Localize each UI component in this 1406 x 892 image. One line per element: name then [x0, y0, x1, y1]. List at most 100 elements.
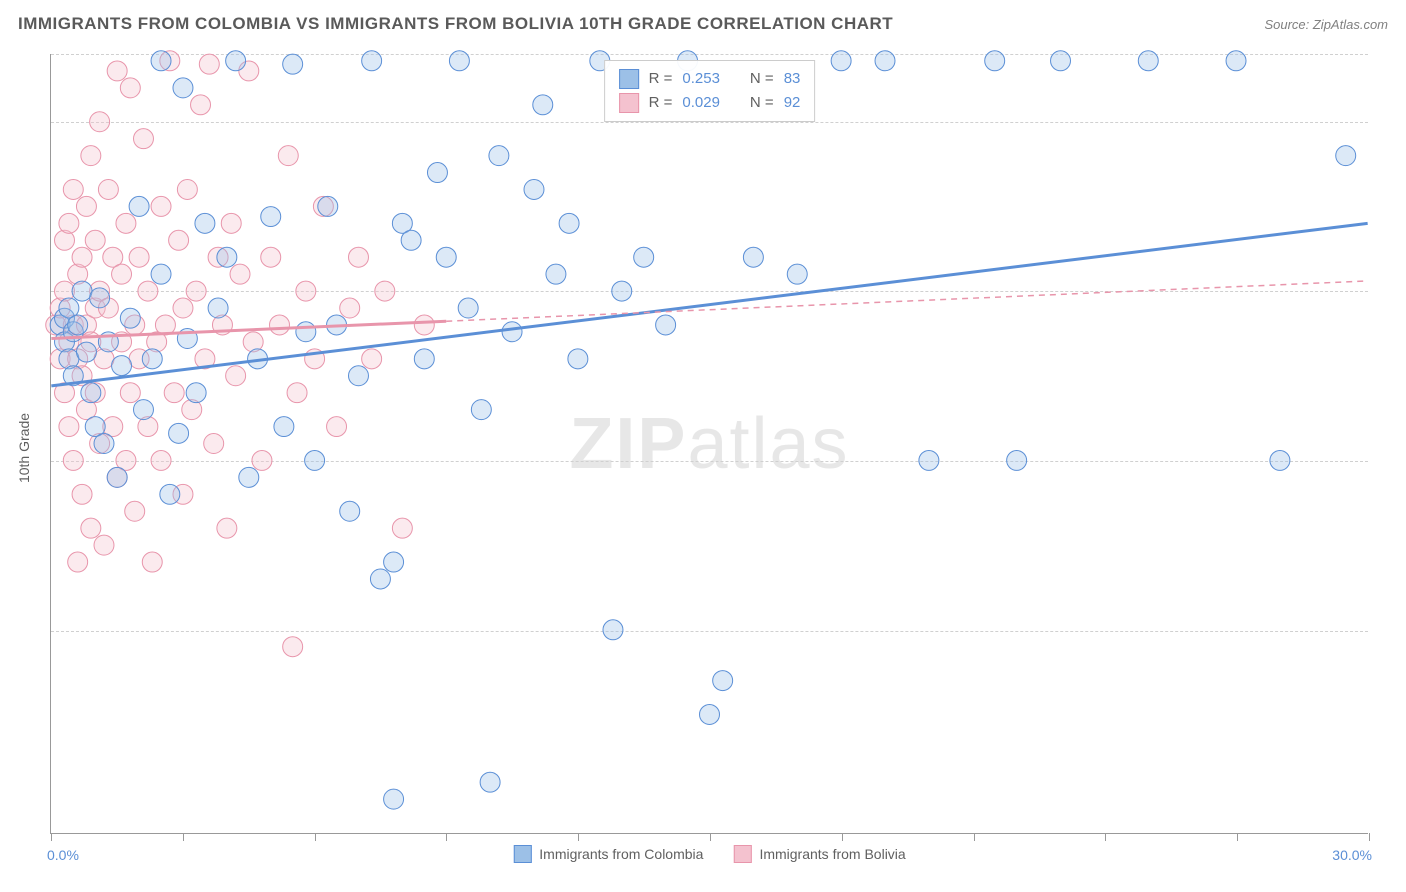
data-point-colombia [81, 383, 101, 403]
data-point-bolivia [173, 298, 193, 318]
data-point-colombia [261, 207, 281, 227]
chart-plot-area: ZIPatlas R = 0.253 N = 83 R = 0.029 N = … [50, 54, 1368, 834]
data-point-colombia [68, 315, 88, 335]
data-point-bolivia [217, 518, 237, 538]
data-point-colombia [112, 356, 132, 376]
data-point-colombia [72, 281, 92, 301]
legend-swatch-bolivia [619, 93, 639, 113]
legend-item-bolivia: Immigrants from Bolivia [733, 845, 905, 863]
data-point-bolivia [76, 196, 96, 216]
data-point-bolivia [340, 298, 360, 318]
data-point-bolivia [116, 213, 136, 233]
data-point-colombia [471, 400, 491, 420]
data-point-colombia [449, 51, 469, 71]
data-point-colombia [173, 78, 193, 98]
data-point-colombia [94, 434, 114, 454]
data-point-bolivia [261, 247, 281, 267]
data-point-colombia [919, 450, 939, 470]
legend-n-label: N = [750, 67, 774, 91]
data-point-colombia [90, 288, 110, 308]
data-point-bolivia [120, 383, 140, 403]
x-max-label: 30.0% [1332, 847, 1372, 863]
data-point-bolivia [81, 146, 101, 166]
data-point-bolivia [375, 281, 395, 301]
legend-r-label: R = [649, 67, 673, 91]
data-point-colombia [348, 366, 368, 386]
data-point-bolivia [151, 196, 171, 216]
data-point-bolivia [94, 535, 114, 555]
data-point-bolivia [138, 281, 158, 301]
chart-title: IMMIGRANTS FROM COLOMBIA VS IMMIGRANTS F… [18, 14, 893, 34]
data-point-bolivia [72, 484, 92, 504]
data-point-colombia [831, 51, 851, 71]
data-point-bolivia [133, 129, 153, 149]
data-point-colombia [370, 569, 390, 589]
correlation-legend: R = 0.253 N = 83 R = 0.029 N = 92 [604, 60, 816, 122]
data-point-colombia [568, 349, 588, 369]
legend-r-label: R = [649, 91, 673, 115]
data-point-colombia [656, 315, 676, 335]
data-point-bolivia [164, 383, 184, 403]
series-legend: Immigrants from Colombia Immigrants from… [513, 845, 905, 863]
data-point-colombia [226, 51, 246, 71]
data-point-colombia [1051, 51, 1071, 71]
data-point-bolivia [327, 417, 347, 437]
legend-swatch-bolivia [733, 845, 751, 863]
data-point-colombia [427, 163, 447, 183]
data-point-colombia [362, 51, 382, 71]
trend-line-colombia [51, 223, 1367, 386]
legend-swatch-colombia [513, 845, 531, 863]
data-point-bolivia [270, 315, 290, 335]
data-point-colombia [603, 620, 623, 640]
data-point-colombia [384, 789, 404, 809]
x-tick [315, 833, 316, 841]
data-point-bolivia [59, 213, 79, 233]
data-point-colombia [217, 247, 237, 267]
data-point-colombia [985, 51, 1005, 71]
data-point-colombia [169, 423, 189, 443]
data-point-bolivia [85, 230, 105, 250]
data-point-colombia [283, 54, 303, 74]
x-min-label: 0.0% [47, 847, 79, 863]
data-point-bolivia [278, 146, 298, 166]
data-point-colombia [160, 484, 180, 504]
legend-label-colombia: Immigrants from Colombia [539, 846, 703, 862]
data-point-colombia [305, 450, 325, 470]
data-point-colombia [151, 51, 171, 71]
legend-row-bolivia: R = 0.029 N = 92 [619, 91, 801, 115]
data-point-bolivia [186, 281, 206, 301]
x-tick [974, 833, 975, 841]
data-point-bolivia [68, 552, 88, 572]
data-point-bolivia [81, 518, 101, 538]
x-tick [710, 833, 711, 841]
data-point-bolivia [252, 450, 272, 470]
data-point-bolivia [348, 247, 368, 267]
data-point-bolivia [199, 54, 219, 74]
data-point-bolivia [129, 247, 149, 267]
y-axis-title: 10th Grade [16, 413, 32, 483]
data-point-bolivia [63, 450, 83, 470]
data-point-bolivia [63, 179, 83, 199]
data-point-colombia [1270, 450, 1290, 470]
data-point-bolivia [177, 179, 197, 199]
data-point-bolivia [287, 383, 307, 403]
data-point-bolivia [362, 349, 382, 369]
data-point-colombia [296, 322, 316, 342]
data-point-colombia [239, 467, 259, 487]
data-point-colombia [133, 400, 153, 420]
trend-line-extrapolated-bolivia [446, 281, 1367, 321]
data-point-colombia [634, 247, 654, 267]
data-point-colombia [546, 264, 566, 284]
x-tick [842, 833, 843, 841]
data-point-bolivia [107, 61, 127, 81]
data-point-bolivia [191, 95, 211, 115]
data-point-bolivia [226, 366, 246, 386]
legend-n-label: N = [750, 91, 774, 115]
legend-r-value-bolivia: 0.029 [682, 91, 720, 115]
data-point-colombia [612, 281, 632, 301]
data-point-colombia [524, 179, 544, 199]
data-point-colombia [1336, 146, 1356, 166]
data-point-bolivia [204, 434, 224, 454]
data-point-colombia [436, 247, 456, 267]
x-tick [1369, 833, 1370, 841]
